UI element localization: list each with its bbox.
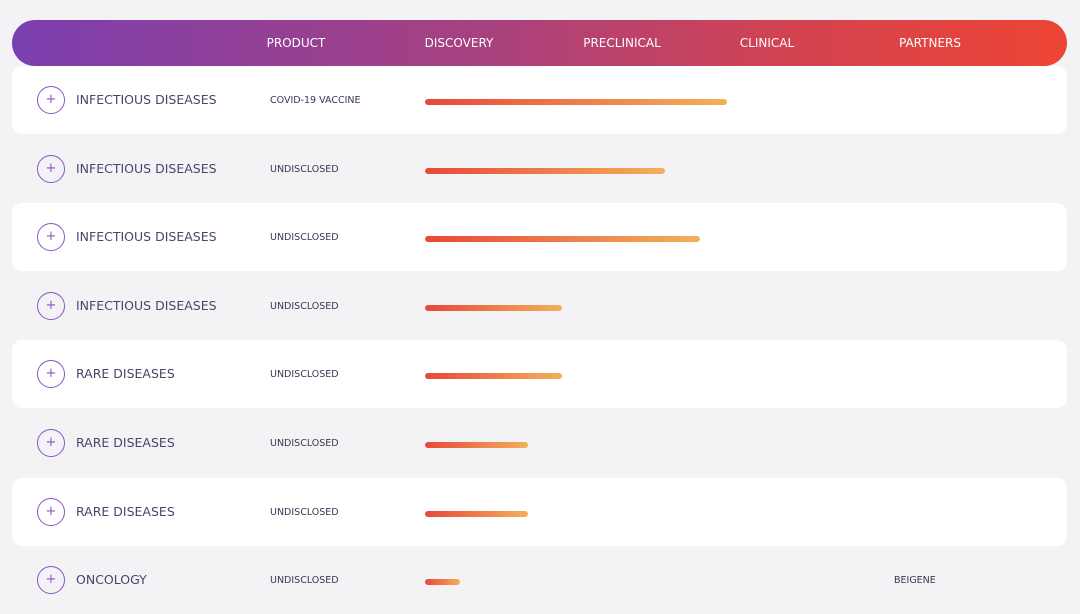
column-header: PARTNERS [899, 36, 961, 50]
pipeline-row: + RARE DISEASES UNDISCLOSED [12, 340, 1067, 409]
pipeline-row: + INFECTIOUS DISEASES UNDISCLOSED [12, 272, 1067, 340]
progress-bar [425, 99, 727, 105]
partner-name: BEIGENE [894, 575, 936, 587]
therapeutic-area: INFECTIOUS DISEASES [76, 92, 217, 107]
therapeutic-area: INFECTIOUS DISEASES [76, 229, 217, 245]
product-name: UNDISCLOSED [270, 163, 339, 175]
column-header: CLINICAL [739, 36, 795, 50]
product-name: UNDISCLOSED [270, 300, 339, 312]
column-header: PRECLINICAL [583, 36, 661, 50]
expand-button[interactable]: + [37, 291, 65, 320]
product-name: UNDISCLOSED [270, 232, 339, 244]
pipeline-row: + INFECTIOUS DISEASES UNDISCLOSED [12, 203, 1067, 272]
therapeutic-area: INFECTIOUS DISEASES [76, 297, 217, 313]
progress-bar [425, 167, 666, 174]
therapeutic-area: RARE DISEASES [76, 435, 175, 450]
expand-button[interactable]: + [37, 360, 65, 389]
therapeutic-area: RARE DISEASES [76, 503, 175, 519]
product-name: UNDISCLOSED [270, 369, 339, 381]
progress-bar [425, 304, 563, 311]
expand-button[interactable]: + [37, 429, 65, 457]
product-name: UNDISCLOSED [270, 438, 339, 449]
expand-button[interactable]: + [37, 154, 65, 183]
expand-button[interactable]: + [37, 86, 65, 114]
progress-bar [425, 373, 563, 380]
progress-bar [425, 442, 528, 448]
product-name: UNDISCLOSED [270, 575, 339, 587]
expand-button[interactable]: + [37, 223, 65, 252]
progress-bar [425, 510, 528, 517]
expand-button[interactable]: + [37, 566, 65, 595]
progress-bar [425, 236, 700, 243]
pipeline-row: + RARE DISEASES UNDISCLOSED [12, 477, 1067, 546]
therapeutic-area: RARE DISEASES [76, 366, 175, 382]
pipeline-header: PRODUCT DISCOVERY PRECLINICAL CLINICAL PARTN… [12, 20, 1067, 66]
progress-bar [425, 579, 460, 586]
therapeutic-area: INFECTIOUS DISEASES [76, 160, 217, 176]
pipeline-row: + INFECTIOUS DISEASES UNDISCLOSED [12, 135, 1067, 203]
therapeutic-area: ONCOLOGY [76, 572, 147, 588]
expand-button[interactable]: + [37, 497, 65, 526]
pipeline-row: + RARE DISEASES UNDISCLOSED [12, 409, 1067, 477]
column-header: PRODUCT [266, 36, 326, 50]
pipeline-row: + ONCOLOGY UNDISCLOSED BEIGENE [12, 546, 1067, 614]
product-name: COVID-19 VACCINE [270, 95, 361, 106]
pipeline-row: + INFECTIOUS DISEASES COVID-19 VACCINE [12, 66, 1067, 134]
column-header: DISCOVERY [424, 36, 494, 50]
product-name: UNDISCLOSED [270, 506, 339, 518]
